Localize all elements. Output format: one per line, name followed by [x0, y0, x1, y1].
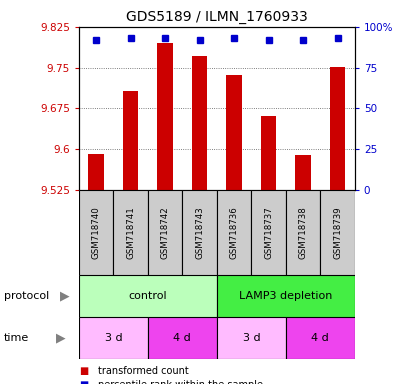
- Bar: [79, 317, 148, 359]
- Bar: [192, 56, 208, 190]
- Bar: [88, 154, 104, 190]
- Bar: [330, 66, 345, 190]
- Text: ▶: ▶: [56, 331, 66, 344]
- Text: 4 d: 4 d: [173, 333, 191, 343]
- Bar: [226, 75, 242, 190]
- Bar: [182, 190, 217, 275]
- Text: GSM718742: GSM718742: [161, 206, 170, 259]
- Text: GSM718736: GSM718736: [229, 206, 239, 259]
- Bar: [217, 190, 251, 275]
- Text: transformed count: transformed count: [98, 366, 188, 376]
- Bar: [79, 190, 113, 275]
- Text: 3 d: 3 d: [105, 333, 122, 343]
- Bar: [286, 190, 320, 275]
- Bar: [79, 275, 217, 317]
- Bar: [217, 317, 286, 359]
- Bar: [123, 91, 138, 190]
- Text: ■: ■: [79, 366, 88, 376]
- Text: ■: ■: [79, 380, 88, 384]
- Text: GSM718737: GSM718737: [264, 206, 273, 259]
- Bar: [148, 317, 217, 359]
- Text: ▶: ▶: [60, 289, 70, 302]
- Text: protocol: protocol: [4, 291, 49, 301]
- Text: GSM718743: GSM718743: [195, 206, 204, 259]
- Text: LAMP3 depletion: LAMP3 depletion: [239, 291, 332, 301]
- Text: time: time: [4, 333, 29, 343]
- Title: GDS5189 / ILMN_1760933: GDS5189 / ILMN_1760933: [126, 10, 308, 25]
- Text: control: control: [129, 291, 167, 301]
- Text: 3 d: 3 d: [242, 333, 260, 343]
- Bar: [217, 275, 355, 317]
- Text: GSM718740: GSM718740: [92, 206, 100, 259]
- Text: percentile rank within the sample: percentile rank within the sample: [98, 380, 263, 384]
- Bar: [157, 43, 173, 190]
- Text: GSM718741: GSM718741: [126, 206, 135, 259]
- Bar: [286, 317, 355, 359]
- Text: GSM718738: GSM718738: [298, 206, 308, 259]
- Text: 4 d: 4 d: [311, 333, 329, 343]
- Bar: [251, 190, 286, 275]
- Bar: [148, 190, 182, 275]
- Bar: [320, 190, 355, 275]
- Text: GSM718739: GSM718739: [333, 206, 342, 259]
- Bar: [295, 155, 311, 190]
- Bar: [261, 116, 276, 190]
- Bar: [113, 190, 148, 275]
